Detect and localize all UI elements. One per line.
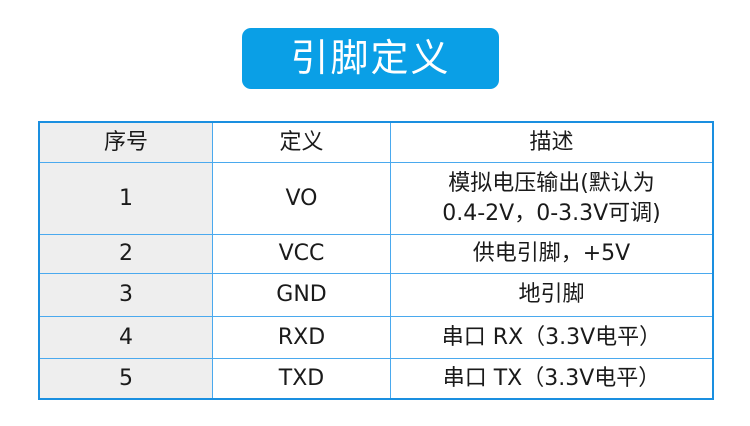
- header-definition: 定义: [212, 121, 391, 163]
- pin-number: 1: [38, 162, 213, 235]
- table-header-row: 序号 定义 描述: [38, 121, 714, 163]
- header-description: 描述: [390, 121, 714, 163]
- description-line: 0.4-2V，0-3.3V可调): [442, 200, 661, 226]
- section-title: 引脚定义: [242, 28, 499, 89]
- pin-description: 地引脚: [390, 273, 714, 317]
- pin-description: 串口 TX（3.3V电平）: [390, 358, 714, 400]
- pin-definition-table: 序号 定义 描述 1 VO 模拟电压输出(默认为 0.4-2V，0-3.3V可调…: [38, 121, 714, 400]
- pin-number: 4: [38, 316, 213, 359]
- description-line: 模拟电压输出(默认为: [448, 170, 655, 196]
- pin-description: 供电引脚，+5V: [390, 234, 714, 274]
- pin-name: VCC: [212, 234, 391, 274]
- table-row: 4 RXD 串口 RX（3.3V电平）: [38, 316, 714, 359]
- table-row: 2 VCC 供电引脚，+5V: [38, 234, 714, 274]
- pin-name: RXD: [212, 316, 391, 359]
- table-row: 3 GND 地引脚: [38, 273, 714, 317]
- pin-description: 串口 RX（3.3V电平）: [390, 316, 714, 359]
- pin-name: TXD: [212, 358, 391, 400]
- pin-name: VO: [212, 162, 391, 235]
- header-index: 序号: [38, 121, 213, 163]
- table-row: 5 TXD 串口 TX（3.3V电平）: [38, 358, 714, 400]
- pin-number: 2: [38, 234, 213, 274]
- pin-name: GND: [212, 273, 391, 317]
- pin-number: 5: [38, 358, 213, 400]
- pin-number: 3: [38, 273, 213, 317]
- table-row: 1 VO 模拟电压输出(默认为 0.4-2V，0-3.3V可调): [38, 162, 714, 235]
- pin-description: 模拟电压输出(默认为 0.4-2V，0-3.3V可调): [390, 162, 714, 235]
